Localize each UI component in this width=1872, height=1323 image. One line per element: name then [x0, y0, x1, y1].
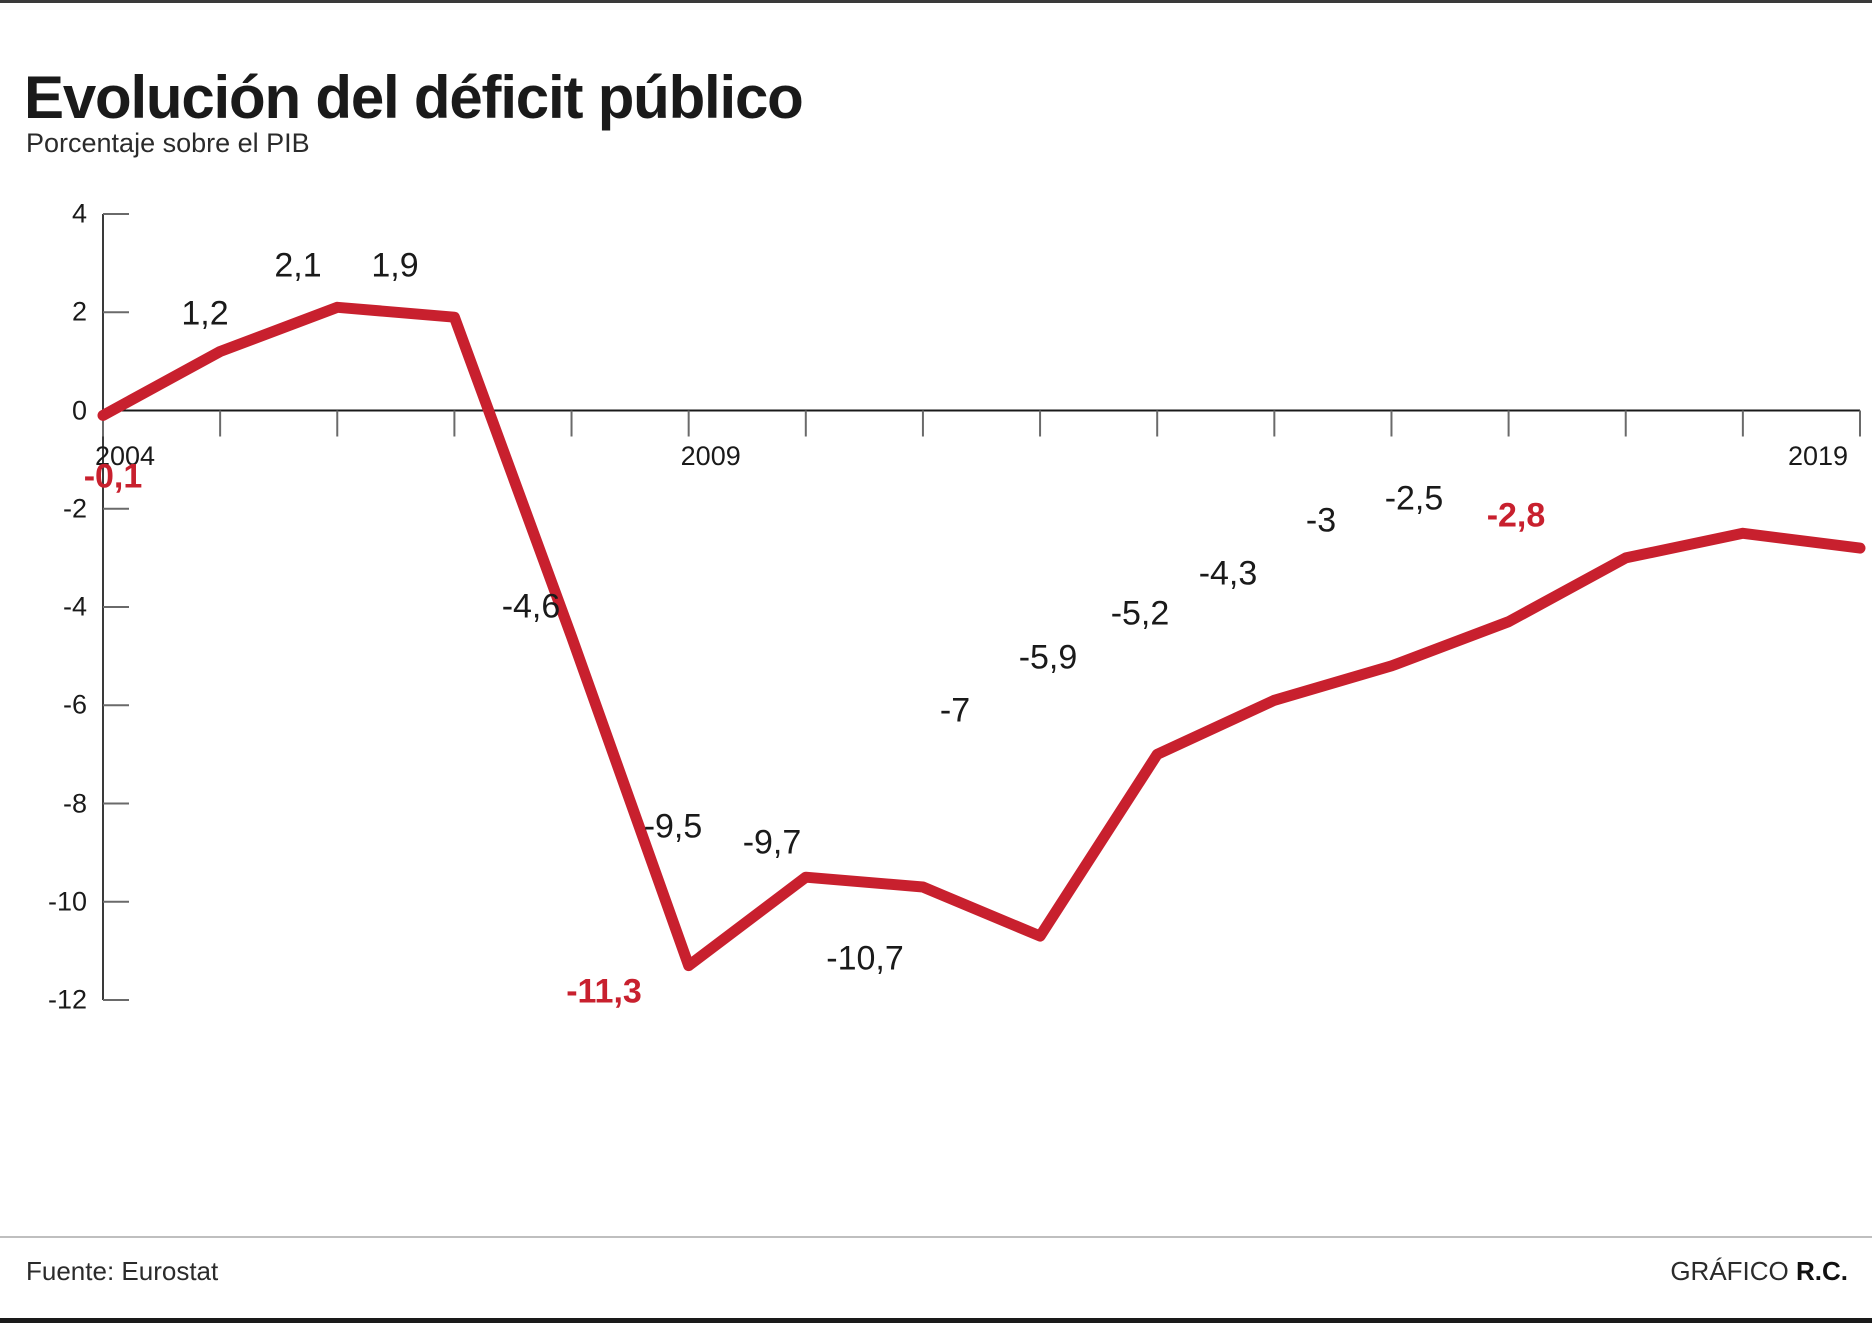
page-title: Evolución del déficit público	[24, 64, 804, 132]
y-tick-label: -6	[62, 689, 87, 720]
line-chart: 4 2 0 -2 -4 -6 -8 -10 -12 2004 2009 2019 -0,1 1,2 2,…	[0, 180, 1872, 1220]
data-value-label: 1,9	[371, 246, 419, 285]
chart-series	[97, 301, 1866, 972]
data-value-label: -2,8	[1486, 496, 1546, 535]
data-value-label: -10,7	[826, 939, 904, 978]
data-value-label: -0,1	[83, 457, 143, 496]
chart-axes	[102, 213, 1861, 1001]
y-tick-label: -10	[47, 886, 87, 917]
top-divider	[0, 0, 1872, 3]
credit-note: GRÁFICO R.C.	[1670, 1256, 1848, 1287]
data-line	[97, 301, 1866, 972]
data-value-label: -11,3	[566, 972, 642, 1011]
data-value-label: -4,6	[501, 587, 561, 626]
chart-canvas	[97, 213, 1866, 1001]
credit-brand: R.C.	[1796, 1256, 1848, 1286]
footer-divider	[0, 1236, 1872, 1238]
page-subtitle: Porcentaje sobre el PIB	[26, 128, 310, 158]
y-tick-label: -4	[62, 591, 87, 622]
data-value-label: -7	[939, 691, 971, 730]
data-value-label: 2,1	[274, 246, 322, 285]
source-note: Fuente: Eurostat	[26, 1256, 219, 1286]
data-value-label: -3	[1305, 501, 1337, 540]
y-tick-label: -2	[62, 493, 87, 524]
data-value-label: -4,3	[1198, 554, 1258, 593]
data-value-label: -2,5	[1384, 479, 1444, 518]
y-tick-label: 4	[71, 198, 87, 229]
bottom-divider	[0, 1318, 1872, 1323]
y-tick-label: -12	[47, 984, 87, 1015]
data-value-label: -5,2	[1110, 594, 1170, 633]
data-value-label: 1,2	[181, 294, 229, 333]
x-tick-label: 2019	[1788, 440, 1849, 471]
data-value-label: -9,5	[643, 807, 703, 846]
y-tick-label: 2	[71, 296, 87, 327]
credit-prefix: GRÁFICO	[1670, 1256, 1796, 1286]
data-value-label: -9,7	[742, 823, 802, 862]
data-value-label: -5,9	[1018, 638, 1078, 677]
y-tick-label: -8	[62, 788, 87, 818]
x-tick-label: 2004	[95, 440, 156, 471]
y-tick-label: 0	[71, 395, 87, 425]
x-tick-label: 2009	[680, 440, 741, 471]
